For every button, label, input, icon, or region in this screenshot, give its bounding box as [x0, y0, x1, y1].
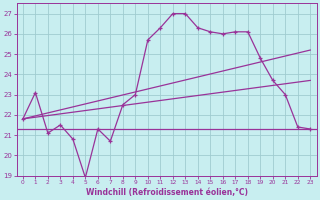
X-axis label: Windchill (Refroidissement éolien,°C): Windchill (Refroidissement éolien,°C) [85, 188, 248, 197]
